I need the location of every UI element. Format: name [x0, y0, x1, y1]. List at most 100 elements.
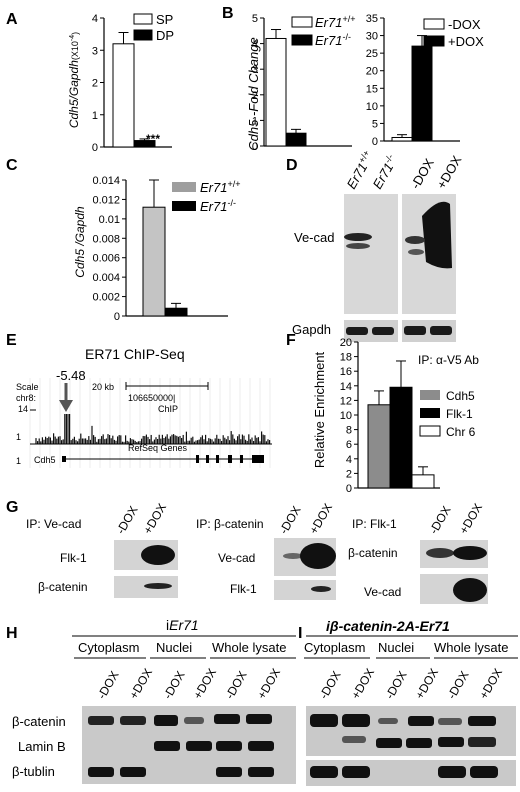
- panel-h-lane-6: +DOX: [254, 666, 283, 702]
- panel-b-right-legend: -DOX +DOX: [423, 17, 484, 49]
- legend-swatch-flk1: [420, 408, 440, 418]
- blot-d-vecad-image: [344, 194, 456, 314]
- blot-g1-lane-1: -DOX: [113, 504, 140, 537]
- y-tick-label: 10: [340, 410, 352, 422]
- legend-swatch-er71-ko: [291, 34, 313, 46]
- chip-seq-browser: -5.48 Scale chr8: 14 20 kb 106650000| Ch…: [14, 368, 274, 468]
- blot-g3-lane-1: -DOX: [426, 504, 453, 537]
- y-tick-label: 0.008: [92, 233, 120, 245]
- panel-i-fraction-3: Whole lysate: [434, 640, 508, 655]
- y-tick-label: 0.002: [92, 292, 120, 304]
- chip-seq-coord: 106650000|: [128, 393, 175, 403]
- svg-text:Er71+/+: Er71+/+: [200, 179, 240, 195]
- chip-seq-ybottom: 1: [16, 432, 21, 442]
- chip-seq-scale-value: 20 kb: [92, 382, 114, 392]
- legend-label-dp: DP: [156, 28, 174, 43]
- chip-seq-ytop: 14: [18, 404, 28, 414]
- panel-f-ylabel: Relative Enrichment: [312, 351, 327, 468]
- panel-i-fraction-1: Cytoplasm: [304, 640, 365, 655]
- legend-sup-c-ko: -/-: [227, 198, 236, 208]
- svg-text:Er71-/-: Er71-/-: [315, 32, 351, 48]
- y-tick-label: 15: [366, 83, 378, 95]
- y-tick-label: 20: [366, 66, 378, 78]
- bar-er71-: [164, 307, 188, 317]
- svg-text:Er71-/-: Er71-/-: [200, 198, 236, 214]
- legend-sup-er71-wt: +/+: [342, 14, 355, 24]
- blot-h-image: [82, 706, 296, 784]
- panel-b-ylabel: Cdh5 -Fold Change: [246, 37, 261, 150]
- panel-a-ylabel-main: Cdh5/Gapdh: [67, 60, 81, 128]
- bar-chr-6: [411, 474, 435, 489]
- panel-h-lane-3: -DOX: [160, 669, 187, 702]
- legend-label-er71-wt: Er71: [315, 15, 342, 30]
- chip-seq-grid: [29, 378, 271, 468]
- y-tick-label: 4: [346, 454, 352, 466]
- chip-seq-title: ER71 ChIP-Seq: [85, 346, 185, 362]
- legend-swatch-c-ko: [172, 201, 196, 211]
- blot-g1-row-2: β-catenin: [38, 580, 88, 594]
- y-tick-label: 16: [340, 366, 352, 378]
- legend-swatch-er71-wt: [291, 16, 313, 28]
- blot-g3-image: [420, 540, 488, 604]
- panel-a-ylabel-close: ): [70, 32, 80, 35]
- y-tick-label: 2: [346, 468, 352, 480]
- panel-a-significance: ***: [146, 132, 160, 146]
- panel-i-lane-1: -DOX: [316, 669, 343, 702]
- panel-label-f: F: [286, 332, 296, 349]
- legend-label-c-ko: Er71: [200, 199, 227, 214]
- legend-sup-c-wt: +/+: [227, 179, 240, 189]
- panel-i-lane-2: +DOX: [348, 666, 377, 702]
- panel-i-lane-3: -DOX: [382, 669, 409, 702]
- blot-d-lane-4: +DOX: [434, 153, 465, 192]
- panel-a-ylabel-exp: -4: [69, 35, 76, 41]
- blot-g2-lane-1: -DOX: [276, 504, 303, 537]
- legend-label-flk1: Flk-1: [446, 407, 473, 421]
- y-tick-label: 20: [340, 337, 352, 349]
- panel-a-bars: [112, 32, 156, 148]
- y-tick-label: 0.004: [92, 272, 120, 284]
- chip-seq-ybottom2: 1: [16, 456, 21, 466]
- legend-swatch-chr6: [419, 425, 441, 437]
- panel-i-lane-5: -DOX: [444, 669, 471, 702]
- panel-b-right-bars: [391, 35, 433, 142]
- y-tick-label: 14: [340, 381, 352, 393]
- chip-seq-chr-label: chr8:: [16, 393, 36, 403]
- panel-label-e: E: [6, 332, 17, 349]
- y-tick-label: 25: [366, 48, 378, 60]
- blot-d-lane-1: Er71: [344, 160, 371, 191]
- bar-er71-: [142, 206, 166, 317]
- panel-h-fraction-3: Whole lysate: [212, 640, 286, 655]
- panel-a-ylabel-unit: (X10: [70, 41, 80, 60]
- y-tick-label: 0: [346, 483, 352, 495]
- panel-c-ylabel: Cdh5 /Gapdh: [73, 206, 87, 278]
- y-tick-label: 3: [252, 64, 258, 76]
- y-tick-label: 1: [252, 115, 258, 127]
- panel-label-b: B: [222, 5, 234, 22]
- blot-g2-lane-2: +DOX: [306, 501, 335, 537]
- legend-sup-er71-ko: -/-: [342, 32, 351, 42]
- blot-h-row-1: β-catenin: [12, 714, 66, 729]
- panel-b-right-axis: 0 5 10 15 20 25 30 35: [366, 13, 460, 148]
- legend-swatch-minus-dox: [423, 18, 445, 30]
- svg-text:Cdh5/Gapdh(X10-4): Cdh5/Gapdh(X10-4): [67, 32, 81, 128]
- bar--dox: [391, 136, 413, 142]
- legend-label-minus-dox: -DOX: [448, 17, 481, 32]
- panel-label-c: C: [6, 157, 18, 174]
- panel-a-legend: SP DP: [133, 12, 174, 43]
- blot-g2-row-1: Ve-cad: [218, 551, 255, 565]
- blot-d-row-gapdh: Gapdh: [292, 322, 331, 337]
- y-tick-label: 5: [252, 13, 258, 25]
- bar-flk-1: [389, 386, 413, 489]
- bar--dox: [411, 45, 433, 142]
- y-tick-label: 5: [372, 118, 378, 130]
- panel-h-lane-4: +DOX: [190, 666, 219, 702]
- y-tick-label: 0.012: [92, 194, 120, 206]
- blot-i-image: [306, 706, 516, 786]
- y-tick-label: 2: [92, 78, 98, 90]
- legend-label-cdh5: Cdh5: [446, 389, 475, 403]
- y-tick-label: 0: [252, 141, 258, 153]
- y-tick-label: 0.006: [92, 253, 120, 265]
- panel-h-fraction-1: Cytoplasm: [78, 640, 139, 655]
- blot-h-row-3: β-tublin: [12, 764, 55, 779]
